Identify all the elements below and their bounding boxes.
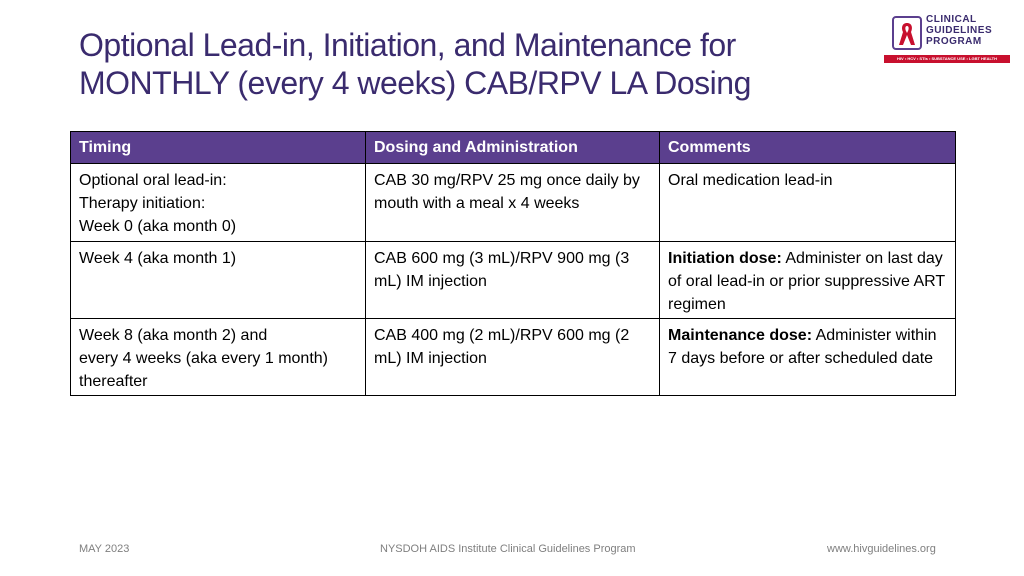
- timing-cell: Week 4 (aka month 1): [70, 241, 366, 319]
- timing-line: thereafter: [79, 373, 148, 390]
- footer-program: NYSDOH AIDS Institute Clinical Guideline…: [380, 543, 636, 555]
- comment-cell: Oral medication lead-in: [659, 163, 956, 242]
- awareness-ribbon-icon: [899, 23, 915, 45]
- slide-title-line-1: Optional Lead-in, Initiation, and Mainte…: [79, 27, 736, 63]
- slide-title: Optional Lead-in, Initiation, and Mainte…: [79, 26, 859, 102]
- timing-cell: Optional oral lead-in: Therapy initiatio…: [70, 163, 366, 242]
- timing-line: Week 4 (aka month 1): [79, 250, 237, 267]
- timing-line: Therapy initiation:: [79, 195, 206, 212]
- table-row: Optional oral lead-in: Therapy initiatio…: [70, 163, 956, 242]
- timing-line: every 4 weeks (aka every 1 month): [79, 350, 328, 367]
- timing-line: Week 8 (aka month 2) and: [79, 327, 268, 344]
- logo-line-3: PROGRAM: [926, 36, 982, 47]
- dosing-table: Timing Dosing and Administration Comment…: [70, 131, 956, 396]
- comment-text: Oral medication lead-in: [668, 172, 833, 189]
- table-row: Week 4 (aka month 1) CAB 600 mg (3 mL)/R…: [70, 241, 956, 319]
- logo-wordmark: CLINICAL GUIDELINES PROGRAM: [926, 14, 1012, 47]
- footer-date: MAY 2023: [79, 543, 130, 555]
- logo-tagline: HIV • HCV • STIs • SUBSTANCE USE • LGBT …: [884, 55, 1010, 63]
- header-dosing: Dosing and Administration: [365, 131, 660, 164]
- table-row: Week 8 (aka month 2) and every 4 weeks (…: [70, 318, 956, 396]
- dosing-cell: CAB 600 mg (3 mL)/RPV 900 mg (3 mL) IM i…: [365, 241, 660, 319]
- slide-title-line-2: MONTHLY (every 4 weeks) CAB/RPV LA Dosin…: [79, 65, 751, 101]
- comment-lead: Initiation dose:: [668, 250, 782, 267]
- footer-url: www.hivguidelines.org: [827, 543, 936, 555]
- comment-cell: Initiation dose: Administer on last day …: [659, 241, 956, 319]
- comment-cell: Maintenance dose: Administer within 7 da…: [659, 318, 956, 396]
- comment-lead: Maintenance dose:: [668, 327, 813, 344]
- timing-line: Week 0 (aka month 0): [79, 218, 237, 235]
- dosing-cell: CAB 400 mg (2 mL)/RPV 600 mg (2 mL) IM i…: [365, 318, 660, 396]
- comment-text: Administer within 7 days before or after…: [668, 327, 937, 367]
- timing-cell: Week 8 (aka month 2) and every 4 weeks (…: [70, 318, 366, 396]
- logo-frame: [892, 16, 922, 50]
- table-header-row: Timing Dosing and Administration Comment…: [70, 131, 956, 164]
- logo-line-2: GUIDELINES: [926, 25, 993, 36]
- timing-line: Optional oral lead-in:: [79, 172, 227, 189]
- comment-text: Administer on last day of oral lead-in o…: [668, 250, 945, 313]
- dosing-cell: CAB 30 mg/RPV 25 mg once daily by mouth …: [365, 163, 660, 242]
- header-timing: Timing: [70, 131, 366, 164]
- logo-line-1: CLINICAL: [926, 14, 977, 25]
- clinical-guidelines-logo: CLINICAL GUIDELINES PROGRAM HIV • HCV • …: [884, 14, 1010, 64]
- header-comments: Comments: [659, 131, 956, 164]
